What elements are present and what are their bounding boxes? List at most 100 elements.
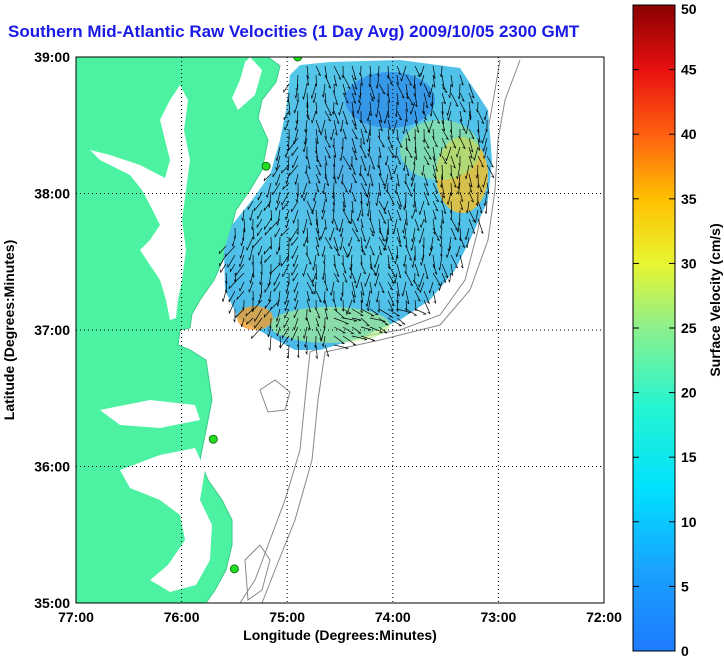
- velocity-arrow-head: [428, 253, 430, 257]
- velocity-arrow: [282, 263, 290, 277]
- velocity-arrow: [396, 74, 399, 85]
- velocity-arrow-head: [349, 221, 352, 225]
- velocity-arrow: [486, 182, 490, 194]
- velocity-arrow: [297, 344, 300, 358]
- y-tick-label: 37:00: [34, 322, 70, 338]
- velocity-arrow-head: [338, 77, 342, 80]
- velocity-arrow-head: [276, 222, 279, 226]
- velocity-arrow-head: [366, 173, 369, 177]
- velocity-arrow: [477, 200, 483, 214]
- velocity-arrow-head: [426, 203, 430, 206]
- velocity-arrow: [360, 119, 368, 133]
- velocity-arrow-head: [387, 115, 390, 119]
- velocity-arrow-head: [335, 228, 339, 231]
- velocity-arrow: [414, 281, 420, 291]
- velocity-arrow-head: [470, 165, 474, 168]
- velocity-arrow-head: [374, 283, 376, 287]
- velocity-arrow: [414, 200, 417, 213]
- velocity-arrow: [306, 281, 314, 295]
- velocity-arrow-head: [398, 72, 401, 75]
- velocity-arrow-head: [479, 190, 483, 193]
- velocity-arrow: [396, 92, 399, 105]
- velocity-arrow: [419, 200, 425, 215]
- velocity-arrow-head: [305, 156, 308, 160]
- velocity-arrow-head: [464, 175, 467, 180]
- velocity-arrow: [329, 227, 335, 241]
- velocity-arrow-head: [332, 144, 335, 148]
- velocity-arrow-head: [234, 278, 237, 283]
- velocity-arrow: [276, 146, 281, 161]
- velocity-arrow-head: [417, 74, 421, 78]
- velocity-arrow: [441, 65, 443, 77]
- velocity-arrow-head: [475, 109, 478, 113]
- velocity-arrow-head: [364, 183, 368, 187]
- velocity-arrow: [324, 308, 329, 320]
- velocity-arrow: [414, 308, 427, 315]
- velocity-arrow-head: [239, 255, 242, 259]
- velocity-arrow-head: [412, 162, 415, 166]
- velocity-arrow-head: [433, 76, 436, 79]
- velocity-arrow: [340, 227, 344, 238]
- velocity-arrow-head: [288, 172, 291, 176]
- velocity-arrow: [458, 182, 461, 195]
- velocity-arrow-head: [312, 99, 315, 103]
- velocity-arrow: [351, 272, 357, 284]
- velocity-arrow-head: [482, 184, 484, 188]
- velocity-arrow: [306, 65, 309, 79]
- velocity-arrow: [368, 137, 371, 152]
- velocity-arrow: [439, 281, 443, 291]
- velocity-arrow-head: [392, 274, 396, 278]
- velocity-arrow-head: [325, 288, 329, 291]
- velocity-arrow: [360, 290, 364, 303]
- velocity-arrow-head: [434, 144, 438, 148]
- velocity-arrow: [468, 182, 473, 193]
- velocity-arrow: [351, 65, 357, 80]
- velocity-arrow-head: [327, 145, 331, 148]
- velocity-arrow: [277, 290, 281, 307]
- velocity-arrow-head: [369, 266, 373, 270]
- velocity-arrow-head: [398, 118, 402, 121]
- velocity-arrow: [441, 272, 447, 283]
- velocity-arrow: [252, 236, 263, 249]
- velocity-arrow-head: [450, 135, 453, 139]
- velocity-arrow: [421, 254, 425, 266]
- velocity-arrow: [350, 263, 353, 279]
- velocity-arrow-head: [443, 280, 447, 283]
- velocity-arrow-head: [358, 72, 361, 76]
- velocity-arrow: [287, 245, 290, 261]
- velocity-arrow-head: [416, 130, 420, 133]
- velocity-arrow: [294, 290, 299, 302]
- velocity-arrow-head: [366, 203, 368, 207]
- velocity-arrow: [356, 272, 362, 289]
- velocity-arrow: [324, 191, 328, 202]
- velocity-arrow-head: [281, 170, 283, 174]
- velocity-arrow-head: [383, 212, 387, 215]
- velocity-arrow-head: [337, 253, 340, 257]
- velocity-arrow-head: [453, 237, 457, 241]
- velocity-arrow: [432, 128, 435, 139]
- velocity-arrow: [441, 83, 448, 93]
- velocity-arrow: [419, 227, 425, 244]
- velocity-arrow-head: [384, 238, 387, 242]
- velocity-arrow: [258, 245, 263, 256]
- velocity-arrow-head: [249, 280, 251, 284]
- velocity-arrow-head: [457, 186, 459, 190]
- velocity-arrow-head: [375, 299, 378, 303]
- colorbar-tick-labels: 0 5 10 15 20 25 30 35 40 45 50: [633, 1, 697, 659]
- velocity-arrow: [466, 236, 470, 248]
- velocity-arrow-head: [455, 253, 457, 257]
- velocity-arrow: [315, 326, 323, 340]
- velocity-arrow: [333, 272, 340, 283]
- velocity-arrow: [324, 65, 328, 79]
- velocity-arrow: [402, 281, 407, 297]
- velocity-arrow: [441, 164, 444, 180]
- velocity-arrow: [350, 209, 353, 225]
- velocity-arrow: [468, 173, 473, 188]
- velocity-arrow: [396, 191, 402, 207]
- velocity-arrow: [348, 245, 353, 257]
- velocity-arrow-head: [442, 87, 445, 90]
- velocity-arrow-head: [420, 262, 422, 266]
- velocity-arrow: [315, 209, 319, 226]
- velocity-arrow-head: [462, 146, 466, 149]
